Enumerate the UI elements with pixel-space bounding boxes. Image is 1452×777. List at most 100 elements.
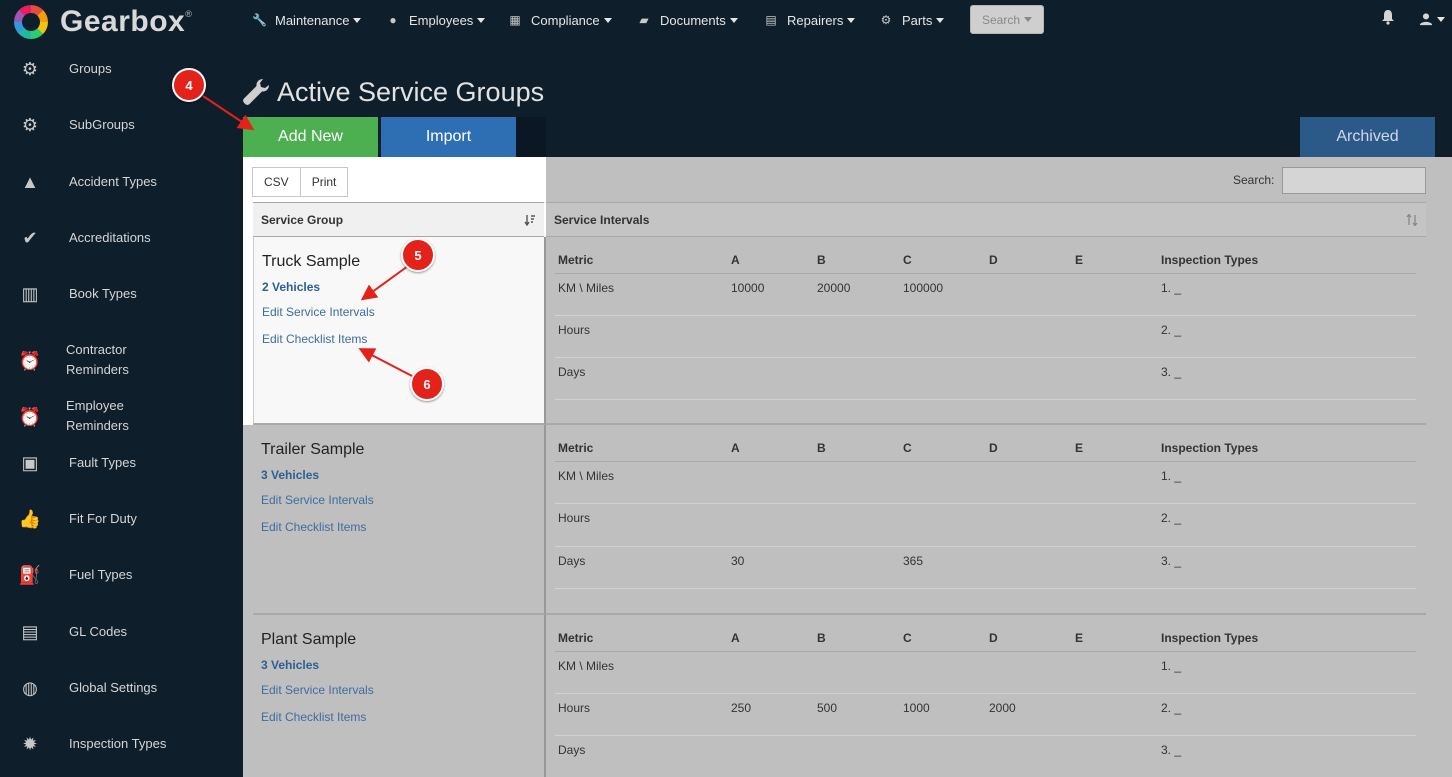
header-metric: Metric (558, 441, 594, 455)
column-header-service-group[interactable]: Service Group (253, 202, 544, 237)
vehicles-link[interactable]: 3 Vehicles (261, 658, 320, 672)
inspection-type: 2. _ (1161, 701, 1182, 715)
checkmark-icon: ✔ (22, 227, 38, 248)
metric-cell: Days (558, 365, 586, 379)
search-label: Search: (1233, 173, 1275, 187)
print-button[interactable]: Print (300, 167, 349, 197)
annotation-badge-6: 6 (410, 367, 444, 401)
annotation-badge-5: 5 (401, 238, 435, 272)
service-groups-panel: CSV Print Search: Service Group Service … (243, 157, 1452, 777)
intervals-cell: Metric A B C D E Inspection Types KM \ M… (546, 425, 1426, 615)
export-buttons: CSV Print (252, 167, 349, 197)
sidebar-item-label: Accreditations (69, 230, 151, 245)
nav-repairers[interactable]: ▤ Repairers (764, 0, 856, 40)
header-e: E (1075, 631, 1084, 645)
search-button-label: Search (981, 12, 1021, 27)
nav-label: Parts (902, 12, 933, 28)
column-header-service-intervals[interactable]: Service Intervals (546, 202, 1426, 237)
metric-cell: Days (558, 554, 586, 568)
list-card-icon: ▤ (21, 621, 39, 642)
edit-checklist-items-link[interactable]: Edit Checklist Items (261, 710, 367, 724)
metric-cell: KM \ Miles (558, 659, 615, 673)
sidebar-item-label: Inspection Types (69, 736, 167, 751)
fuel-pump-icon: ⛽ (18, 564, 42, 585)
vehicles-link[interactable]: 3 Vehicles (261, 468, 320, 482)
header-b: B (817, 631, 826, 645)
intervals-header-row: Metric A B C D E Inspection Types (555, 434, 1416, 462)
inspection-type: 1. _ (1161, 281, 1182, 295)
header-c: C (903, 631, 912, 645)
user-menu[interactable] (1419, 10, 1445, 28)
group-name: Plant Sample (261, 631, 357, 648)
intervals-cell: Metric A B C D E Inspection Types KM \ M… (546, 615, 1426, 777)
vehicles-link[interactable]: 2 Vehicles (262, 280, 321, 294)
metric-cell: KM \ Miles (558, 469, 615, 483)
contact-book-icon: ▤ (765, 13, 777, 27)
header-metric: Metric (558, 631, 594, 645)
value-a: 10000 (731, 281, 765, 295)
nav-compliance[interactable]: ▦ Compliance (508, 0, 612, 40)
edit-checklist-items-link[interactable]: Edit Checklist Items (261, 520, 367, 534)
nav-label: Compliance (531, 12, 600, 28)
table-row: Hours 2. _ (555, 504, 1416, 547)
search-input[interactable] (1282, 167, 1426, 194)
caret-down-icon (729, 17, 738, 23)
nav-maintenance[interactable]: 🔧 Maintenance (252, 0, 362, 40)
annotation-badge-4: 4 (172, 68, 206, 102)
csv-button[interactable]: CSV (252, 167, 301, 197)
header-e: E (1075, 441, 1084, 455)
bell-icon[interactable] (1381, 9, 1395, 25)
sort-icon (1406, 214, 1418, 226)
value-c: 1000 (903, 701, 930, 715)
inspection-type: 2. _ (1161, 323, 1182, 337)
top-navbar: Gearbox ® 🔧 Maintenance ● Employees ▦ Co… (0, 0, 1452, 42)
table-row: KM \ Miles 1. _ (555, 462, 1416, 504)
header-a: A (731, 253, 740, 267)
caret-down-icon (936, 17, 945, 23)
edit-service-intervals-link[interactable]: Edit Service Intervals (261, 493, 374, 507)
brand-name: Gearbox (60, 5, 186, 38)
caret-down-icon (847, 17, 856, 23)
import-button[interactable]: Import (381, 117, 516, 157)
user-icon (1419, 13, 1433, 26)
intervals-header-row: Metric A B C D E Inspection Types (555, 246, 1416, 274)
metric-cell: Hours (558, 323, 591, 337)
value-d: 2000 (989, 701, 1016, 715)
edit-service-intervals-link[interactable]: Edit Service Intervals (261, 683, 374, 697)
folder-open-icon: ▰ (639, 13, 649, 27)
table-row: Days 3. _ (555, 736, 1416, 777)
caret-down-icon (1024, 17, 1033, 22)
search-dropdown-button[interactable]: Search (970, 5, 1044, 34)
intervals-cell: Metric A B C D E Inspection Types KM \ M… (546, 237, 1426, 425)
nav-label: Repairers (787, 12, 844, 28)
sidebar-item-label: Book Types (69, 286, 137, 301)
table-row: KM \ Miles 10000 20000 100000 1. _ (555, 274, 1416, 316)
archived-button[interactable]: Archived (1300, 117, 1435, 157)
inspection-type: 3. _ (1161, 743, 1182, 757)
import-dropdown-toggle[interactable] (516, 117, 546, 157)
brand[interactable]: Gearbox ® (14, 5, 192, 39)
nav-employees[interactable]: ● Employees (386, 0, 486, 40)
sidebar-item-label: Employee Reminders (66, 398, 129, 433)
header-d: D (989, 441, 998, 455)
sidebar-item-label: SubGroups (69, 117, 135, 132)
edit-checklist-items-link[interactable]: Edit Checklist Items (262, 332, 368, 346)
header-b: B (817, 253, 826, 267)
inspection-type: 1. _ (1161, 469, 1182, 483)
header-inspection-types: Inspection Types (1161, 631, 1259, 645)
edit-service-intervals-link[interactable]: Edit Service Intervals (262, 305, 375, 319)
nav-label: Employees (409, 12, 474, 28)
group-cell: Plant Sample 3 Vehicles Edit Service Int… (253, 615, 546, 777)
table-row: Hours 2. _ (555, 316, 1416, 358)
nav-parts[interactable]: ⚙ Parts (879, 0, 945, 40)
value-c: 365 (903, 554, 924, 568)
table-row: KM \ Miles 1. _ (555, 652, 1416, 694)
intervals-header-row: Metric A B C D E Inspection Types (555, 624, 1416, 652)
sidebar-item-label: Groups (69, 61, 112, 76)
nav-documents[interactable]: ▰ Documents (637, 0, 738, 40)
add-new-button[interactable]: Add New (243, 117, 378, 157)
caret-down-icon (1437, 16, 1445, 22)
header-d: D (989, 253, 998, 267)
sidebar-item-label: Accident Types (69, 174, 157, 189)
header-c: C (903, 441, 912, 455)
